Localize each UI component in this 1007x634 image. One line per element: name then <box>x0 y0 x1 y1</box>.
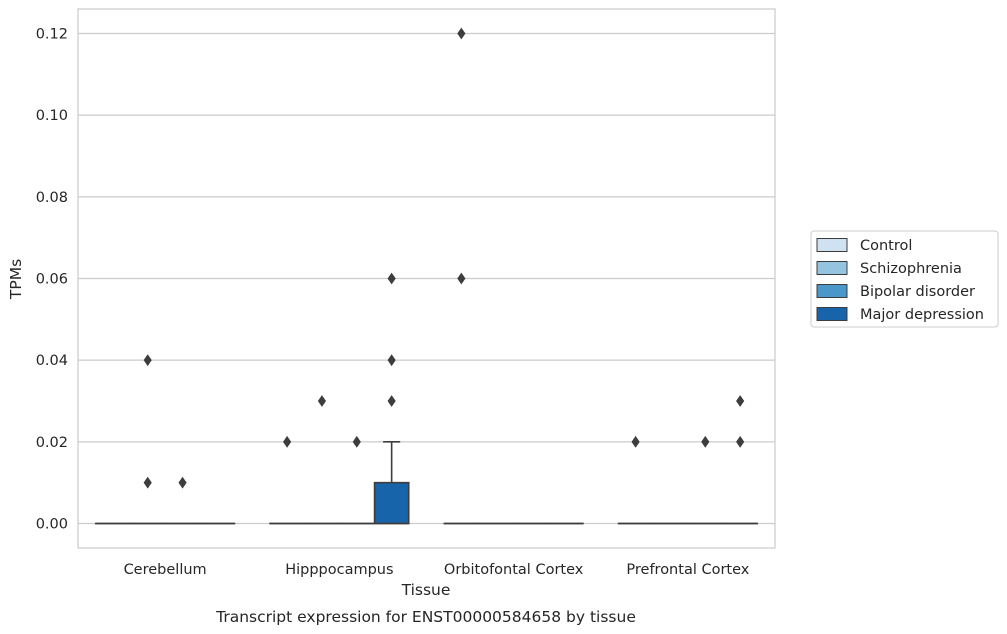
boxes <box>94 441 759 525</box>
outlier-point <box>387 354 396 367</box>
legend-label: Schizophrenia <box>860 261 962 277</box>
outlier-point <box>736 435 745 448</box>
outlier-point <box>631 435 640 448</box>
y-tick-label: 0.04 <box>36 353 68 369</box>
outlier-point <box>178 476 187 489</box>
outlier-point <box>387 272 396 285</box>
plot-frame <box>77 8 776 549</box>
legend-label: Major depression <box>860 307 984 323</box>
x-tick-label: Prefrontal Cortex <box>626 562 749 578</box>
legend-label: Bipolar disorder <box>860 284 975 300</box>
y-tick-label: 0.12 <box>36 27 68 43</box>
chart-caption: Transcript expression for ENST0000058465… <box>215 608 636 626</box>
legend-swatch <box>816 307 848 321</box>
x-tick-label: Hipppocampus <box>285 562 393 578</box>
x-tick-label: Orbitofontal Cortex <box>444 562 584 578</box>
outliers <box>143 27 745 489</box>
y-tick-label: 0.06 <box>36 272 68 288</box>
y-tick-label: 0.00 <box>36 517 68 533</box>
outlier-point <box>457 272 466 285</box>
outlier-point <box>352 435 361 448</box>
legend-swatch <box>816 284 848 298</box>
x-tick-label: Cerebellum <box>124 562 207 578</box>
y-tick-label: 0.08 <box>36 190 68 206</box>
box <box>373 481 410 525</box>
legend-frame <box>810 230 999 328</box>
outlier-point <box>457 27 466 40</box>
y-tick-label: 0.10 <box>36 108 68 124</box>
gridlines <box>78 32 775 525</box>
outlier-point <box>283 435 292 448</box>
outlier-point <box>143 476 152 489</box>
outlier-point <box>387 395 396 407</box>
y-axis-label: TPMs <box>7 259 25 300</box>
x-axis-label: Tissue <box>401 581 451 599</box>
outlier-point <box>143 354 152 367</box>
y-tick-label: 0.02 <box>36 435 68 451</box>
y-tick-labels: 0.00 0.02 0.04 0.06 0.08 0.10 0.12 <box>36 27 68 533</box>
outlier-point <box>317 395 327 407</box>
outlier-point <box>736 395 745 407</box>
legend-label: Control <box>860 238 912 254</box>
legend-swatch <box>816 261 848 275</box>
legend-swatch <box>816 238 848 252</box>
x-tick-labels: Cerebellum Hipppocampus Orbitofontal Corte… <box>124 562 750 578</box>
legend: Control Schizophrenia Bipolar disorder Majo… <box>810 230 999 328</box>
outlier-point <box>701 435 710 448</box>
